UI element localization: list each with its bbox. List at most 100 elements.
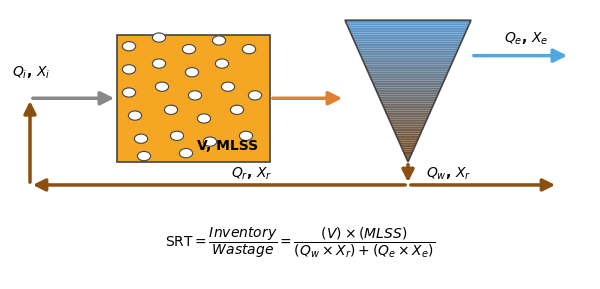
- Polygon shape: [364, 63, 452, 64]
- Polygon shape: [395, 132, 421, 134]
- Polygon shape: [403, 149, 413, 151]
- Polygon shape: [382, 103, 434, 105]
- Polygon shape: [371, 79, 445, 80]
- Polygon shape: [378, 95, 438, 96]
- Polygon shape: [362, 58, 454, 59]
- Polygon shape: [346, 22, 470, 24]
- Polygon shape: [358, 49, 458, 50]
- Ellipse shape: [197, 114, 211, 123]
- Polygon shape: [405, 155, 411, 157]
- Polygon shape: [383, 105, 433, 107]
- Polygon shape: [375, 88, 441, 89]
- Ellipse shape: [152, 33, 166, 42]
- Text: $Q_i$, $X_i$: $Q_i$, $X_i$: [12, 64, 50, 81]
- Polygon shape: [348, 27, 468, 29]
- Polygon shape: [368, 72, 448, 73]
- Ellipse shape: [242, 45, 256, 54]
- Polygon shape: [397, 137, 419, 139]
- Polygon shape: [383, 107, 433, 109]
- Polygon shape: [365, 66, 451, 68]
- Ellipse shape: [170, 131, 184, 140]
- Ellipse shape: [179, 149, 193, 158]
- Ellipse shape: [203, 137, 217, 146]
- Polygon shape: [349, 29, 467, 31]
- Ellipse shape: [155, 82, 169, 91]
- Ellipse shape: [248, 91, 262, 100]
- Polygon shape: [402, 148, 415, 149]
- Polygon shape: [406, 158, 410, 160]
- Polygon shape: [398, 139, 418, 140]
- Polygon shape: [370, 75, 446, 77]
- Ellipse shape: [122, 88, 136, 97]
- Polygon shape: [370, 77, 446, 79]
- FancyBboxPatch shape: [117, 35, 270, 162]
- Polygon shape: [380, 100, 436, 102]
- Polygon shape: [350, 33, 466, 34]
- Polygon shape: [353, 38, 463, 40]
- Polygon shape: [400, 144, 416, 146]
- Ellipse shape: [215, 59, 229, 68]
- Ellipse shape: [122, 42, 136, 51]
- Polygon shape: [389, 119, 427, 121]
- Polygon shape: [407, 160, 409, 162]
- Ellipse shape: [230, 105, 244, 114]
- Polygon shape: [386, 112, 430, 114]
- Polygon shape: [406, 157, 410, 158]
- Polygon shape: [365, 64, 451, 66]
- Polygon shape: [366, 68, 450, 70]
- Polygon shape: [404, 153, 412, 155]
- Text: V, MLSS: V, MLSS: [197, 139, 258, 153]
- Ellipse shape: [137, 151, 151, 161]
- Polygon shape: [395, 134, 421, 135]
- Polygon shape: [377, 93, 439, 95]
- Polygon shape: [374, 86, 442, 88]
- Polygon shape: [393, 128, 423, 130]
- Polygon shape: [345, 20, 471, 22]
- Polygon shape: [392, 127, 424, 128]
- Polygon shape: [363, 61, 453, 63]
- Polygon shape: [372, 80, 444, 82]
- Polygon shape: [385, 110, 431, 112]
- Polygon shape: [358, 50, 458, 52]
- Polygon shape: [396, 135, 420, 137]
- Ellipse shape: [185, 68, 199, 77]
- Ellipse shape: [128, 111, 142, 120]
- Polygon shape: [390, 121, 426, 123]
- Polygon shape: [377, 91, 439, 93]
- Ellipse shape: [188, 91, 202, 100]
- Text: $Q_w$, $X_r$: $Q_w$, $X_r$: [426, 166, 472, 182]
- Polygon shape: [368, 73, 448, 75]
- Polygon shape: [391, 125, 425, 127]
- Polygon shape: [387, 114, 429, 116]
- Polygon shape: [355, 41, 461, 43]
- Ellipse shape: [164, 105, 178, 114]
- Polygon shape: [373, 84, 443, 86]
- Polygon shape: [361, 55, 455, 58]
- Polygon shape: [376, 89, 440, 91]
- Polygon shape: [379, 96, 437, 98]
- Ellipse shape: [122, 65, 136, 74]
- Ellipse shape: [134, 134, 148, 143]
- Polygon shape: [391, 123, 425, 125]
- Polygon shape: [356, 45, 460, 47]
- Polygon shape: [355, 43, 461, 45]
- Polygon shape: [403, 151, 413, 153]
- Polygon shape: [401, 146, 415, 148]
- Polygon shape: [353, 40, 463, 41]
- Polygon shape: [352, 36, 464, 38]
- Ellipse shape: [239, 131, 253, 140]
- Polygon shape: [398, 140, 418, 142]
- Text: $Q_r$, $X_r$: $Q_r$, $X_r$: [231, 166, 273, 182]
- Polygon shape: [381, 102, 435, 103]
- Polygon shape: [385, 109, 431, 110]
- Text: $Q_e$, $X_e$: $Q_e$, $X_e$: [504, 31, 548, 47]
- Polygon shape: [394, 130, 422, 132]
- Polygon shape: [347, 25, 469, 27]
- Polygon shape: [362, 59, 454, 61]
- Ellipse shape: [221, 82, 235, 91]
- Polygon shape: [357, 47, 459, 49]
- Ellipse shape: [212, 36, 226, 45]
- Polygon shape: [373, 82, 443, 84]
- Ellipse shape: [182, 45, 196, 54]
- Ellipse shape: [152, 59, 166, 68]
